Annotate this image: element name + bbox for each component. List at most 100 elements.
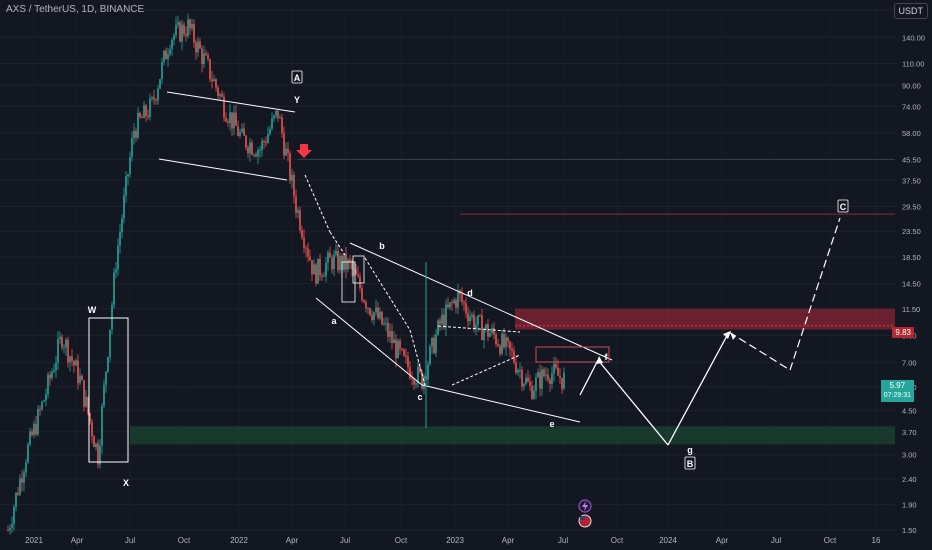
y-tick-16: 4.50 — [902, 407, 917, 416]
candle-body — [389, 331, 391, 337]
candle-body — [145, 105, 147, 116]
candle-body — [253, 154, 255, 156]
candle-body — [557, 367, 559, 376]
x-tick-11: Oct — [611, 536, 624, 545]
candle-body — [561, 377, 563, 389]
candle-body — [383, 323, 385, 325]
y-tick-8: 29.50 — [902, 202, 921, 211]
y-tick-14: 7.00 — [902, 359, 917, 368]
drawings — [88, 91, 841, 463]
wedge-top — [349, 242, 613, 361]
resistance-price-tag: 9.83 — [892, 327, 914, 338]
candle-body — [263, 141, 265, 143]
candle-body — [187, 19, 189, 36]
candle-body — [259, 150, 261, 152]
candle-body — [127, 174, 129, 177]
candle-body — [275, 110, 277, 116]
candle-body — [55, 362, 57, 371]
candle-body — [295, 196, 297, 213]
candle-body — [175, 24, 177, 36]
candle-body — [227, 121, 229, 123]
candle-body — [421, 371, 423, 389]
candle-body — [197, 41, 199, 53]
candle-body — [391, 331, 393, 344]
wave-label-d: d — [467, 288, 473, 298]
candle-body — [59, 336, 61, 339]
candle-body — [493, 327, 495, 335]
candle-body — [417, 366, 419, 384]
candle-body — [117, 245, 119, 270]
candle-body — [155, 99, 157, 101]
wave-label-b: b — [379, 241, 385, 251]
candle-body — [61, 336, 63, 348]
candle-body — [185, 34, 187, 36]
candle-body — [115, 269, 117, 273]
f-box — [535, 346, 610, 363]
x-tick-15: Oct — [824, 536, 837, 545]
candle-body — [503, 333, 505, 347]
candle-body — [519, 369, 521, 371]
candle-body — [273, 115, 275, 119]
candle-body — [353, 268, 355, 270]
candle-body — [239, 131, 241, 136]
candle-body — [109, 329, 111, 358]
candle-body — [453, 300, 455, 304]
resistance-zone — [515, 308, 895, 330]
candle-body — [441, 314, 443, 324]
candle-body — [97, 443, 99, 465]
candle-body — [217, 87, 219, 96]
candle-body — [233, 112, 235, 129]
candle-body — [371, 314, 373, 320]
candle-body — [471, 314, 473, 317]
currency-button[interactable]: USDT — [893, 3, 928, 19]
y-channel-top — [166, 91, 296, 113]
label-box-C — [837, 199, 849, 213]
candle-body — [123, 195, 125, 219]
candle-body — [419, 366, 421, 372]
x-tick-6: Jul — [340, 536, 350, 545]
wave-label-f: f — [605, 352, 609, 362]
us-flag-canton — [580, 516, 585, 520]
candle-body — [327, 252, 329, 263]
candle-body — [527, 377, 529, 382]
candle-body — [195, 42, 197, 53]
candle-body — [349, 259, 351, 262]
candle-body — [347, 259, 349, 270]
x-axis: 2021 Apr Jul Oct 2022 Apr Jul Oct 2023 Apr Jul Oct 2… — [25, 536, 881, 545]
proj-2 — [597, 359, 669, 446]
candle-body — [329, 252, 331, 258]
candle-body — [41, 401, 43, 410]
candle-body — [111, 304, 113, 330]
candle-body — [189, 19, 191, 29]
label-box-A — [291, 70, 303, 84]
candle-body — [467, 313, 469, 322]
candle-body — [395, 339, 397, 359]
candle-body — [355, 268, 357, 275]
candle-body — [401, 348, 403, 350]
candle-body — [505, 337, 507, 347]
candle-body — [361, 288, 363, 301]
candle-body — [333, 254, 335, 270]
candle-body — [373, 312, 375, 320]
candle-body — [405, 355, 407, 357]
candle-body — [19, 478, 21, 495]
candle-body — [91, 421, 93, 437]
wedge-bottom-right — [421, 384, 581, 423]
candle-body — [377, 307, 379, 319]
candle-body — [285, 148, 287, 156]
candle-body — [427, 364, 429, 380]
x-tick-4: 2022 — [230, 536, 248, 545]
candle-body — [265, 141, 267, 143]
candle-body — [191, 24, 193, 29]
candle-body — [205, 53, 207, 56]
candle-body — [359, 276, 361, 289]
candle-body — [47, 374, 49, 395]
candle-body — [141, 117, 143, 119]
candle-body — [87, 396, 89, 414]
candle-body — [463, 301, 465, 304]
candle-body — [219, 94, 221, 96]
candle-body — [67, 339, 69, 363]
arrow-head-2 — [730, 332, 736, 340]
candle-body — [131, 138, 133, 158]
